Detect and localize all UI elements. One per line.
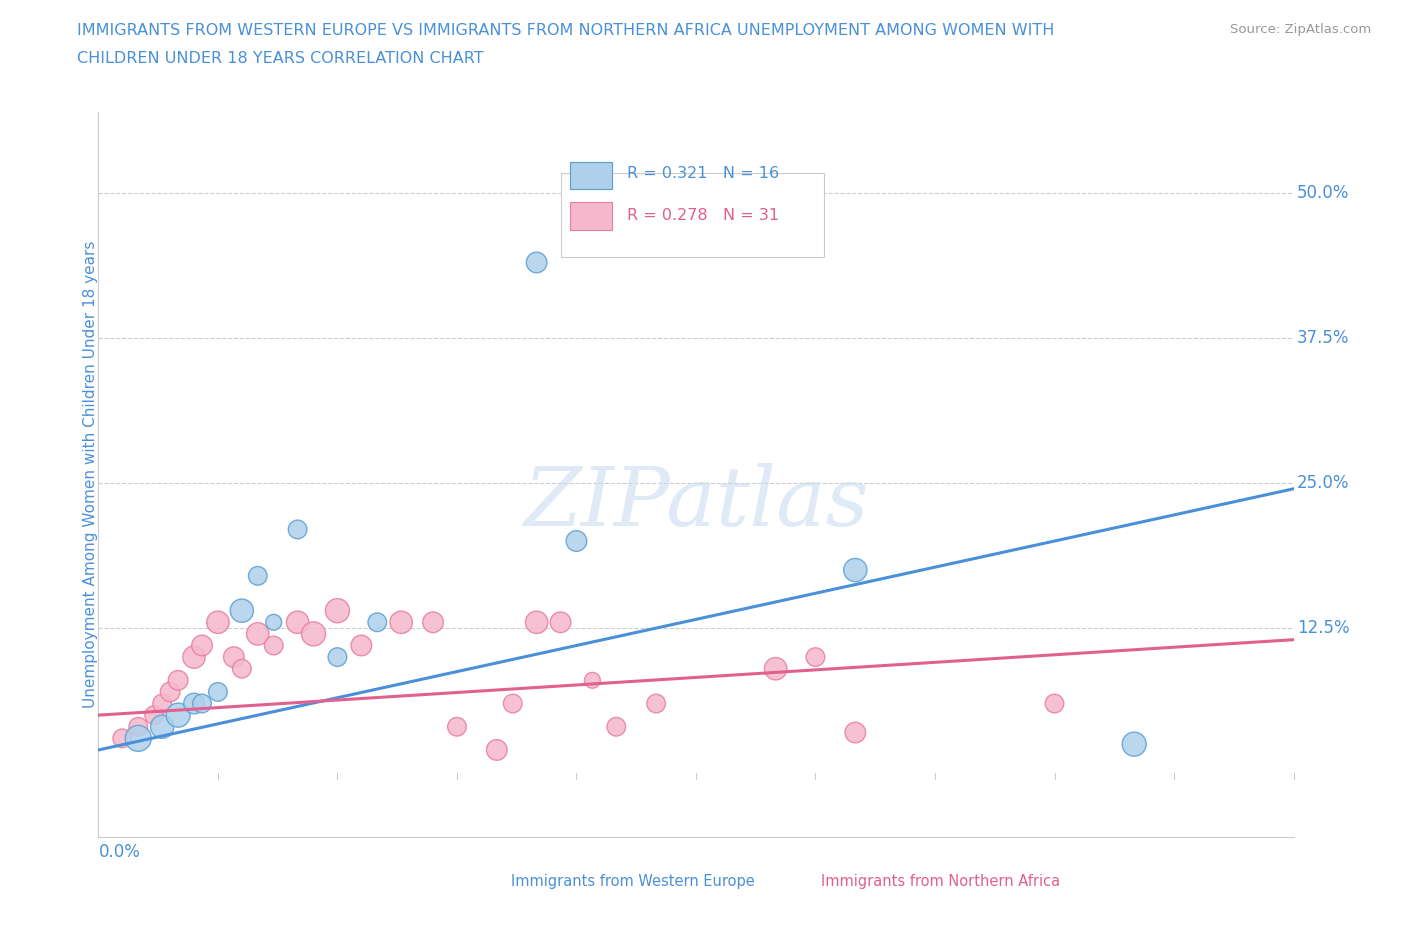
Point: [143, 708, 166, 723]
Text: 0.0%: 0.0%: [98, 843, 141, 861]
Text: CHILDREN UNDER 18 YEARS CORRELATION CHART: CHILDREN UNDER 18 YEARS CORRELATION CHAR…: [77, 51, 484, 66]
Text: IMMIGRANTS FROM WESTERN EUROPE VS IMMIGRANTS FROM NORTHERN AFRICA UNEMPLOYMENT A: IMMIGRANTS FROM WESTERN EUROPE VS IMMIGR…: [77, 23, 1054, 38]
Point: [581, 673, 603, 688]
Point: [366, 615, 388, 630]
Point: [207, 684, 229, 699]
Point: [231, 661, 253, 676]
Point: [1043, 696, 1066, 711]
Point: [645, 696, 668, 711]
Text: 12.5%: 12.5%: [1298, 619, 1350, 637]
Point: [526, 615, 548, 630]
Text: ZIPatlas: ZIPatlas: [523, 463, 869, 543]
Point: [231, 604, 253, 618]
FancyBboxPatch shape: [457, 874, 499, 897]
Point: [167, 708, 190, 723]
FancyBboxPatch shape: [768, 874, 810, 897]
Point: [150, 696, 173, 711]
Point: [565, 534, 588, 549]
Point: [389, 615, 412, 630]
Point: [1123, 737, 1146, 751]
Point: [183, 650, 205, 665]
Point: [302, 627, 325, 642]
Point: [844, 563, 866, 578]
Point: [550, 615, 572, 630]
Point: [526, 255, 548, 270]
Point: [326, 650, 349, 665]
Text: Immigrants from Western Europe: Immigrants from Western Europe: [510, 874, 755, 889]
FancyBboxPatch shape: [561, 173, 824, 257]
Point: [485, 742, 508, 757]
Point: [127, 731, 149, 746]
Text: R = 0.278   N = 31: R = 0.278 N = 31: [627, 207, 779, 223]
Point: [150, 719, 173, 734]
Point: [446, 719, 468, 734]
Point: [222, 650, 245, 665]
Point: [127, 719, 149, 734]
Text: Immigrants from Northern Africa: Immigrants from Northern Africa: [821, 874, 1060, 889]
FancyBboxPatch shape: [571, 203, 613, 230]
Y-axis label: Unemployment Among Women with Children Under 18 years: Unemployment Among Women with Children U…: [83, 241, 97, 708]
Point: [326, 604, 349, 618]
Point: [422, 615, 444, 630]
Point: [183, 696, 205, 711]
Text: 50.0%: 50.0%: [1298, 184, 1350, 202]
Point: [207, 615, 229, 630]
Point: [605, 719, 627, 734]
Point: [263, 615, 285, 630]
Text: 37.5%: 37.5%: [1298, 329, 1350, 347]
Point: [287, 522, 309, 537]
Point: [350, 638, 373, 653]
Point: [191, 696, 214, 711]
FancyBboxPatch shape: [571, 162, 613, 189]
Point: [287, 615, 309, 630]
Point: [263, 638, 285, 653]
Text: R = 0.321   N = 16: R = 0.321 N = 16: [627, 166, 779, 180]
Point: [246, 568, 269, 583]
Point: [191, 638, 214, 653]
Point: [844, 725, 866, 740]
Point: [159, 684, 181, 699]
Point: [804, 650, 827, 665]
Point: [111, 731, 134, 746]
Point: [502, 696, 524, 711]
Text: 25.0%: 25.0%: [1298, 474, 1350, 492]
Point: [246, 627, 269, 642]
Text: Source: ZipAtlas.com: Source: ZipAtlas.com: [1230, 23, 1371, 36]
Point: [765, 661, 787, 676]
Point: [167, 673, 190, 688]
